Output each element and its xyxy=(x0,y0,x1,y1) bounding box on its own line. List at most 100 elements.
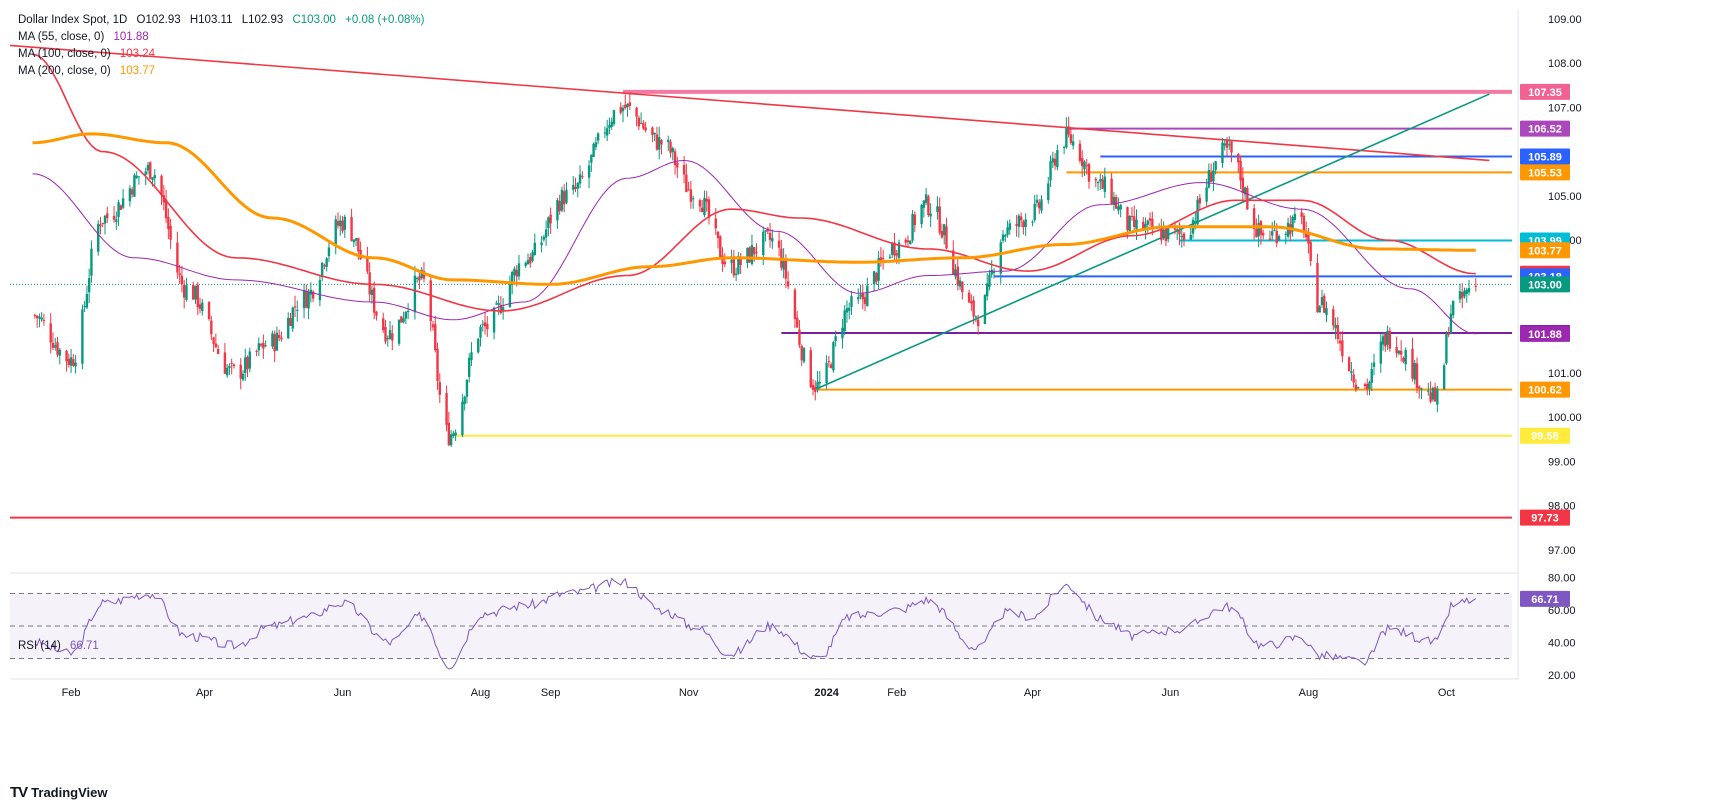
candle xyxy=(1182,233,1186,240)
candle xyxy=(291,307,294,329)
candle xyxy=(929,213,932,217)
price-badge-label: 101.88 xyxy=(1528,329,1562,341)
candle xyxy=(1198,197,1202,204)
candle xyxy=(1323,295,1326,313)
candle xyxy=(1133,216,1136,227)
candle xyxy=(1164,227,1168,242)
candle xyxy=(1087,164,1091,182)
candle xyxy=(746,248,749,264)
x-tick-label: Nov xyxy=(679,687,699,699)
candle xyxy=(526,260,530,265)
candle xyxy=(357,237,360,252)
candle xyxy=(406,310,410,312)
candle xyxy=(271,333,274,347)
candle xyxy=(341,220,344,232)
candle xyxy=(558,201,561,212)
candle xyxy=(277,335,281,338)
price-badge xyxy=(1520,164,1570,181)
candle xyxy=(1420,388,1423,390)
candle xyxy=(1146,220,1150,225)
candle xyxy=(737,256,740,274)
candle xyxy=(816,381,819,390)
footer-brand[interactable]: TV TradingView xyxy=(10,784,108,801)
candle xyxy=(753,247,756,255)
candle xyxy=(1207,170,1211,188)
candle xyxy=(703,197,706,216)
candles xyxy=(33,92,1478,447)
candle xyxy=(967,292,971,303)
candle xyxy=(386,338,389,340)
candle xyxy=(628,102,632,107)
candle xyxy=(825,363,828,384)
candle xyxy=(1085,164,1088,166)
candle xyxy=(1436,388,1439,405)
candle xyxy=(811,384,815,390)
candle xyxy=(1284,233,1287,235)
x-tick-label: Feb xyxy=(887,687,906,699)
candle xyxy=(1413,362,1416,380)
ma200-legend: MA (200, close, 0) 103.77 xyxy=(18,63,424,80)
candle xyxy=(875,273,878,282)
candle xyxy=(447,422,451,445)
candle xyxy=(1038,202,1041,209)
candle xyxy=(644,127,647,131)
candle xyxy=(418,276,421,281)
candle xyxy=(1431,388,1435,400)
downtrend-line xyxy=(9,44,1490,162)
candle xyxy=(1022,221,1025,228)
rsi-legend: RSI (14) 66.71 xyxy=(18,640,99,652)
candle xyxy=(800,345,803,361)
candle xyxy=(687,189,690,191)
candle xyxy=(1015,223,1018,226)
candle xyxy=(1386,330,1389,345)
candle xyxy=(201,302,204,312)
ohlc-change: +0.08 (+0.08%) xyxy=(345,14,425,26)
candle xyxy=(1135,219,1138,230)
candle xyxy=(705,198,708,202)
candle xyxy=(434,324,437,351)
candle xyxy=(130,189,134,195)
rsi-tick-label: 60.00 xyxy=(1548,605,1576,617)
candle xyxy=(106,213,109,218)
candle xyxy=(572,184,575,190)
candle xyxy=(382,318,385,331)
candle xyxy=(1004,234,1007,237)
candle xyxy=(1031,221,1034,223)
candle xyxy=(1081,158,1084,167)
candle xyxy=(178,273,181,276)
candle xyxy=(228,365,231,368)
candle xyxy=(1363,384,1367,387)
candle xyxy=(275,332,279,351)
candle xyxy=(323,265,326,267)
candle xyxy=(827,361,831,363)
x-tick-label: Feb xyxy=(62,687,81,699)
candle xyxy=(1461,292,1464,299)
candle xyxy=(956,266,959,286)
candle xyxy=(1243,187,1247,195)
candle xyxy=(1372,362,1376,367)
rsi-badge xyxy=(1520,590,1570,607)
candle xyxy=(786,281,790,287)
candle xyxy=(296,309,299,311)
candle xyxy=(232,364,236,367)
candle xyxy=(848,307,851,311)
candle xyxy=(339,220,342,227)
candle xyxy=(911,213,914,241)
x-tick-label: Jun xyxy=(334,687,352,699)
candle xyxy=(1189,234,1192,240)
candle xyxy=(1418,386,1421,389)
x-tick-label: Sep xyxy=(541,687,561,699)
candle xyxy=(146,164,150,171)
candle xyxy=(354,238,358,241)
x-tick-label: Oct xyxy=(1438,687,1455,699)
candle xyxy=(1463,290,1466,297)
candle xyxy=(818,381,822,384)
candle xyxy=(999,242,1002,274)
candle xyxy=(1447,333,1450,335)
candle xyxy=(897,242,901,258)
candle xyxy=(431,324,435,328)
candle xyxy=(210,320,213,335)
candle xyxy=(626,103,629,107)
candle xyxy=(671,148,674,153)
candle xyxy=(1275,230,1278,244)
